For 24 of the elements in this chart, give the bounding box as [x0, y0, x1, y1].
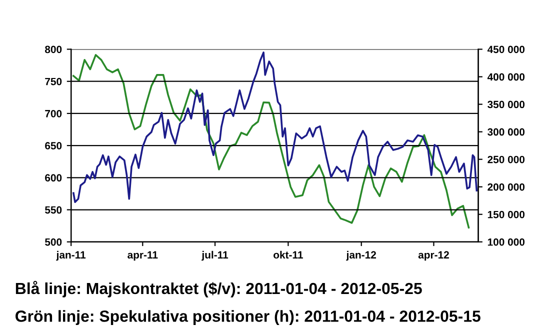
y-tick-label: 600	[45, 174, 62, 182]
y-tick-label: 500	[44, 238, 62, 246]
x-tick-label: jan-11	[56, 250, 86, 261]
y-tick-label: 800	[45, 46, 62, 54]
y2-tick-label: 400 000	[487, 73, 525, 81]
x-tick-label: apr-11	[128, 251, 158, 261]
x-tick-label: apr-12	[418, 251, 449, 261]
x-tick-label: okt-11	[274, 250, 303, 259]
y2-tick-label: 150 000	[488, 210, 525, 218]
text: Blå linje: Majskontraktet ($/v): 2011-01-04 - 2012-05-25	[16, 280, 422, 298]
y2-tick-label: 200 000	[488, 183, 525, 191]
y2-tick-label: 250 000	[488, 156, 525, 164]
y2-tick-label: 350 000	[488, 100, 525, 108]
y2-tick-label: 100 000	[488, 238, 525, 246]
x-tick-label: jan-12	[346, 250, 376, 261]
y-tick-label: 700	[45, 110, 62, 118]
y2-tick-label: 450 000	[487, 46, 525, 54]
text: Grön linje: Spekulativa positioner (h): 2011-01-04 - 2012-05-15	[16, 310, 480, 326]
y2-tick-label: 300 000	[488, 128, 525, 136]
y-tick-label: 550	[44, 206, 62, 214]
y-tick-label: 750	[45, 78, 62, 86]
x-tick-label: jul-11	[202, 250, 228, 261]
line-series	[72, 54, 470, 228]
y-tick-label: 650	[45, 142, 62, 150]
